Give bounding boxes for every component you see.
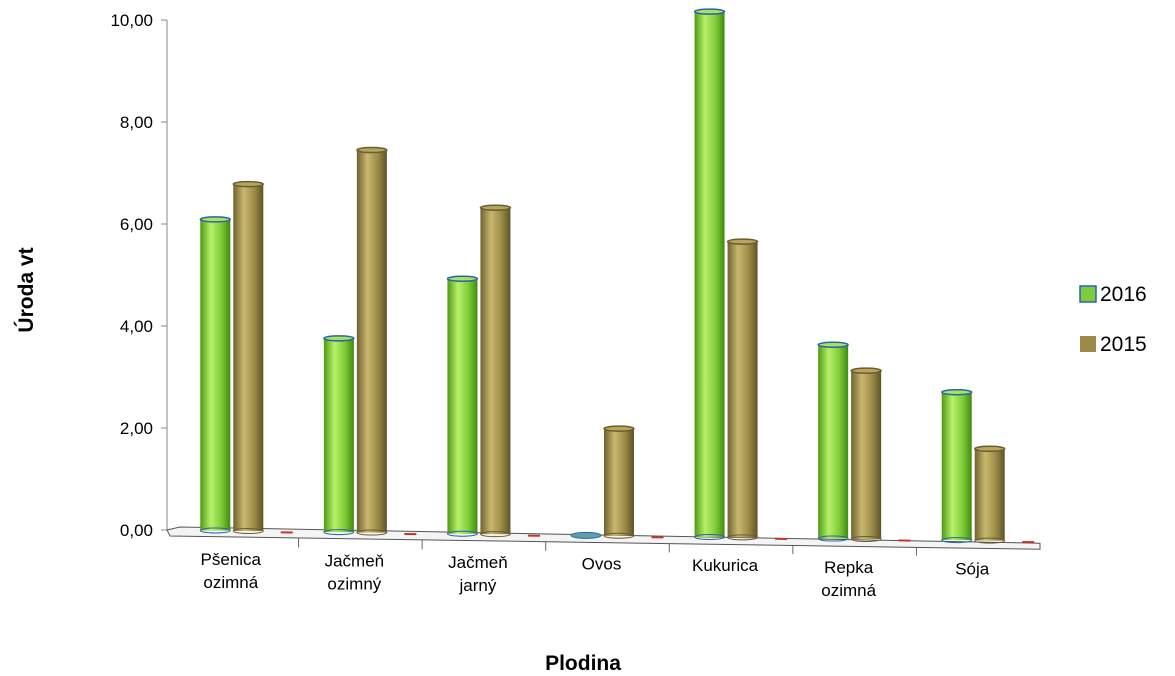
bar-2015-1 — [356, 150, 387, 533]
bar-base-2015-6 — [974, 537, 1006, 544]
bar-top-2015-3 — [603, 425, 635, 432]
category-label: Repka — [824, 558, 874, 577]
bar-2016-1 — [323, 338, 354, 533]
bar-top-2016-2 — [446, 275, 479, 282]
axes: 0,00 2,00 4,00 6,00 8,00 10,00 — [110, 11, 917, 556]
bar-top-2016-0 — [199, 216, 232, 223]
bar-2016-2 — [447, 278, 478, 534]
bar-2016-0 — [200, 219, 231, 531]
legend-label: 2015 — [1100, 333, 1147, 356]
category-label: Kukurica — [692, 556, 759, 575]
bar-base-2015-5 — [850, 535, 882, 542]
y-tick-label: 0,00 — [120, 521, 153, 540]
bar-2016-6 — [941, 392, 972, 541]
bar-zero-2016-3 — [570, 531, 602, 539]
bar-top-2015-1 — [356, 146, 388, 154]
bar-2016-4 — [694, 11, 725, 537]
category-label: jarný — [458, 576, 496, 595]
bar-2016-5 — [818, 344, 849, 539]
bar-top-2016-5 — [817, 341, 849, 349]
bar-top-2015-6 — [973, 445, 1006, 453]
floor-plane — [166, 526, 1041, 550]
bar-2015-0 — [233, 184, 264, 531]
bar-top-2015-0 — [232, 180, 265, 188]
bar-base-2015-4 — [727, 534, 759, 541]
category-label: ozimná — [821, 581, 876, 600]
bar-2015-3 — [604, 428, 634, 536]
bar-2015-6 — [974, 448, 1005, 541]
bar-top-2015-5 — [850, 367, 882, 374]
category-label: ozimný — [327, 574, 381, 593]
chart-floor — [166, 526, 1041, 550]
bar-base-2016-2 — [446, 530, 478, 537]
bar-top-2016-6 — [940, 389, 973, 396]
category-label: Ovos — [582, 555, 622, 574]
bar-base-2015-2 — [479, 531, 511, 538]
bars — [199, 8, 1035, 544]
labels: Pšenica ozimná Jačmeň ozimný Jačmeň jarný Ovos… — [201, 550, 990, 600]
y-tick-label: 6,00 — [120, 215, 153, 234]
x-axis-title: Plodina — [545, 652, 621, 675]
legend-swatch — [1079, 285, 1097, 303]
category-label: Jačmeň — [448, 553, 508, 572]
bar-base-2016-0 — [199, 527, 231, 534]
bar-base-2015-1 — [356, 529, 388, 536]
category-label: Sója — [955, 559, 990, 578]
bar-2015-2 — [480, 207, 511, 535]
y-tick-label: 10,00 — [110, 11, 153, 30]
bar-2015-5 — [851, 370, 882, 539]
y-tick-label: 4,00 — [120, 317, 153, 336]
y-axis-title: Úroda vt — [14, 247, 38, 332]
bar-top-2015-4 — [726, 238, 759, 245]
legend-swatch — [1080, 336, 1096, 352]
bar-base-2016-6 — [941, 537, 973, 544]
bar-base-2016-4 — [694, 533, 726, 540]
bar-top-2016-1 — [323, 335, 355, 342]
bar-base-2015-3 — [603, 532, 635, 539]
category-label: ozimná — [203, 573, 258, 592]
category-label: Jačmeň — [325, 551, 385, 570]
bar-2015-4 — [727, 241, 758, 538]
y-tick-label: 2,00 — [120, 419, 153, 438]
legend-label: 2016 — [1100, 283, 1147, 306]
bar-top-2015-2 — [479, 204, 512, 212]
y-tick-label: 8,00 — [120, 113, 153, 132]
bar-base-2015-0 — [232, 527, 264, 534]
legend: 2016 2015 — [1079, 283, 1147, 356]
bar-base-2016-1 — [323, 529, 355, 536]
category-label: Pšenica — [201, 550, 262, 569]
bar-top-2016-4 — [693, 8, 726, 15]
bar-base-2016-5 — [817, 535, 849, 542]
